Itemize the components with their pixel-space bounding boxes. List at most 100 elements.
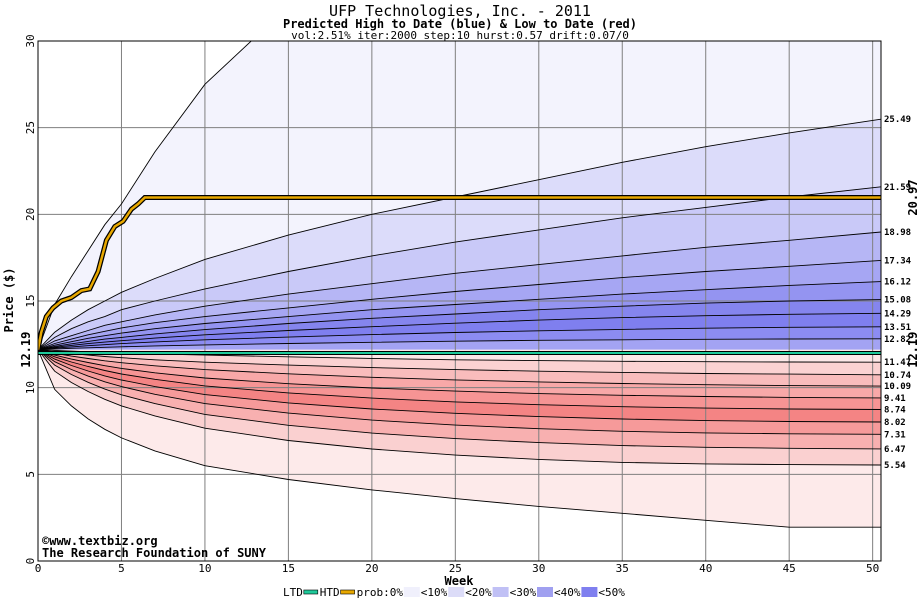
percentile-line <box>38 349 881 450</box>
percentile-end-label: 5.54 <box>884 461 906 471</box>
y-axis-label: Price ($) <box>2 267 16 332</box>
percentile-line <box>38 259 881 351</box>
lower-band <box>38 349 881 375</box>
percentile-end-label: 18.98 <box>884 228 911 238</box>
htd-line <box>38 196 881 350</box>
x-tick-label: 15 <box>282 562 295 575</box>
lower-band <box>38 349 881 435</box>
legend-swatch <box>448 587 465 597</box>
percentile-line <box>38 186 881 351</box>
lower-band <box>38 349 881 465</box>
x-tick-label: 25 <box>449 562 462 575</box>
plot-clip-group <box>38 41 881 561</box>
chart-params: vol:2.51% iter:2000 step:10 hurst:0.57 d… <box>291 29 629 42</box>
x-tick-label: 5 <box>118 562 125 575</box>
percentile-end-label: 10.09 <box>884 382 911 392</box>
upper-band <box>38 119 881 350</box>
legend-swatch <box>403 587 420 597</box>
y-tick-label: 20 <box>24 208 37 221</box>
watermark-org: The Research Foundation of SUNY <box>42 546 267 560</box>
chart-title: UFP Technologies, Inc. - 2011 <box>329 2 591 20</box>
y-tick-label: 30 <box>24 34 37 47</box>
legend-item-label: <10% <box>421 586 448 599</box>
upper-band <box>38 313 881 350</box>
lower-band <box>38 349 881 387</box>
percentile-line <box>38 338 881 351</box>
x-tick-label: 40 <box>699 562 712 575</box>
percentile-end-label: 13.51 <box>884 323 911 333</box>
x-tick-label: 45 <box>783 562 796 575</box>
plot-area: 0 5 10 15 20 25 30 35 40 45 50 0 5 10 15 20 25 30 25.49 21.… <box>19 34 920 575</box>
percentile-end-label: 25.49 <box>884 115 911 125</box>
legend-item-label: <50% <box>598 586 625 599</box>
percentile-end-label: 11.47 <box>884 358 911 368</box>
legend-prob-label: prob:0% <box>357 586 404 599</box>
x-tick-label: 20 <box>365 562 378 575</box>
percentile-line <box>38 349 881 466</box>
percentile-line <box>38 349 881 528</box>
percentile-end-label: 15.08 <box>884 296 911 306</box>
x-tick-label: 30 <box>532 562 545 575</box>
lower-band <box>38 349 881 410</box>
lower-band <box>38 349 881 449</box>
x-tick-label: 10 <box>198 562 211 575</box>
percentile-line <box>38 349 881 423</box>
y-tick-label: 25 <box>24 121 37 134</box>
percentile-line <box>38 326 881 351</box>
percentile-line <box>38 349 881 399</box>
percentile-line <box>38 349 881 435</box>
x-tick-label: 0 <box>35 562 42 575</box>
x-axis-label: Week <box>445 574 475 588</box>
legend-ltd-label: LTD <box>283 586 303 599</box>
percentile-end-label: 14.29 <box>884 309 911 319</box>
percentile-end-label: 8.74 <box>884 406 906 416</box>
percentile-end-label: 7.31 <box>884 430 906 440</box>
upper-band <box>38 281 881 350</box>
percentile-line <box>38 349 881 410</box>
upper-band <box>38 186 881 350</box>
htd-value-label: 20.97 <box>906 179 920 215</box>
percentile-line <box>38 231 881 351</box>
percentile-line <box>38 118 881 351</box>
x-tick-label: 35 <box>616 562 629 575</box>
legend-swatch <box>537 587 553 597</box>
watermark-url: ©www.textbiz.org <box>42 534 158 548</box>
plot-frame <box>37 40 882 562</box>
percentile-line <box>38 41 252 350</box>
upper-band <box>38 260 881 350</box>
percentile-line <box>38 281 881 351</box>
percentile-end-label: 17.34 <box>884 256 912 266</box>
y-tick-label: 5 <box>24 471 37 478</box>
y-tick-label: 10 <box>24 381 37 394</box>
y-tick-label: 0 <box>24 558 37 565</box>
percentile-end-label: 16.12 <box>884 278 911 288</box>
chart-subtitle: Predicted High to Date (blue) & Low to D… <box>283 17 637 31</box>
percentile-end-label: 9.41 <box>884 394 906 404</box>
upper-band <box>38 338 881 350</box>
percentile-line <box>38 312 881 351</box>
legend-swatch <box>492 587 509 597</box>
legend-item-label: <30% <box>510 586 537 599</box>
percentile-end-label: 8.02 <box>884 418 906 428</box>
lower-band <box>38 349 881 422</box>
upper-band <box>38 299 881 350</box>
legend-item-label: <20% <box>465 586 492 599</box>
legend-ltd-swatch <box>303 589 319 595</box>
percentile-end-label: 6.47 <box>884 445 906 455</box>
lower-band <box>38 349 881 528</box>
percentile-end-label: 10.74 <box>884 371 912 381</box>
x-tick-label: 50 <box>866 562 879 575</box>
legend: LTD HTD prob:0% <10% <20% <30% <40% <50% <box>283 586 625 599</box>
start-price-label-right: 12.19 <box>906 332 920 368</box>
legend-htd-swatch <box>340 589 355 595</box>
legend-item-label: <40% <box>554 586 581 599</box>
percentile-line <box>38 349 881 387</box>
legend-swatch <box>581 587 598 597</box>
start-price-label-left: 12.19 <box>19 332 33 368</box>
legend-htd-label: HTD <box>320 586 340 599</box>
percentile-line <box>38 299 881 351</box>
y-tick-label: 15 <box>24 294 37 307</box>
percentile-end-label: 12.82 <box>884 335 911 345</box>
percentile-end-label: 21.59 <box>884 183 911 193</box>
